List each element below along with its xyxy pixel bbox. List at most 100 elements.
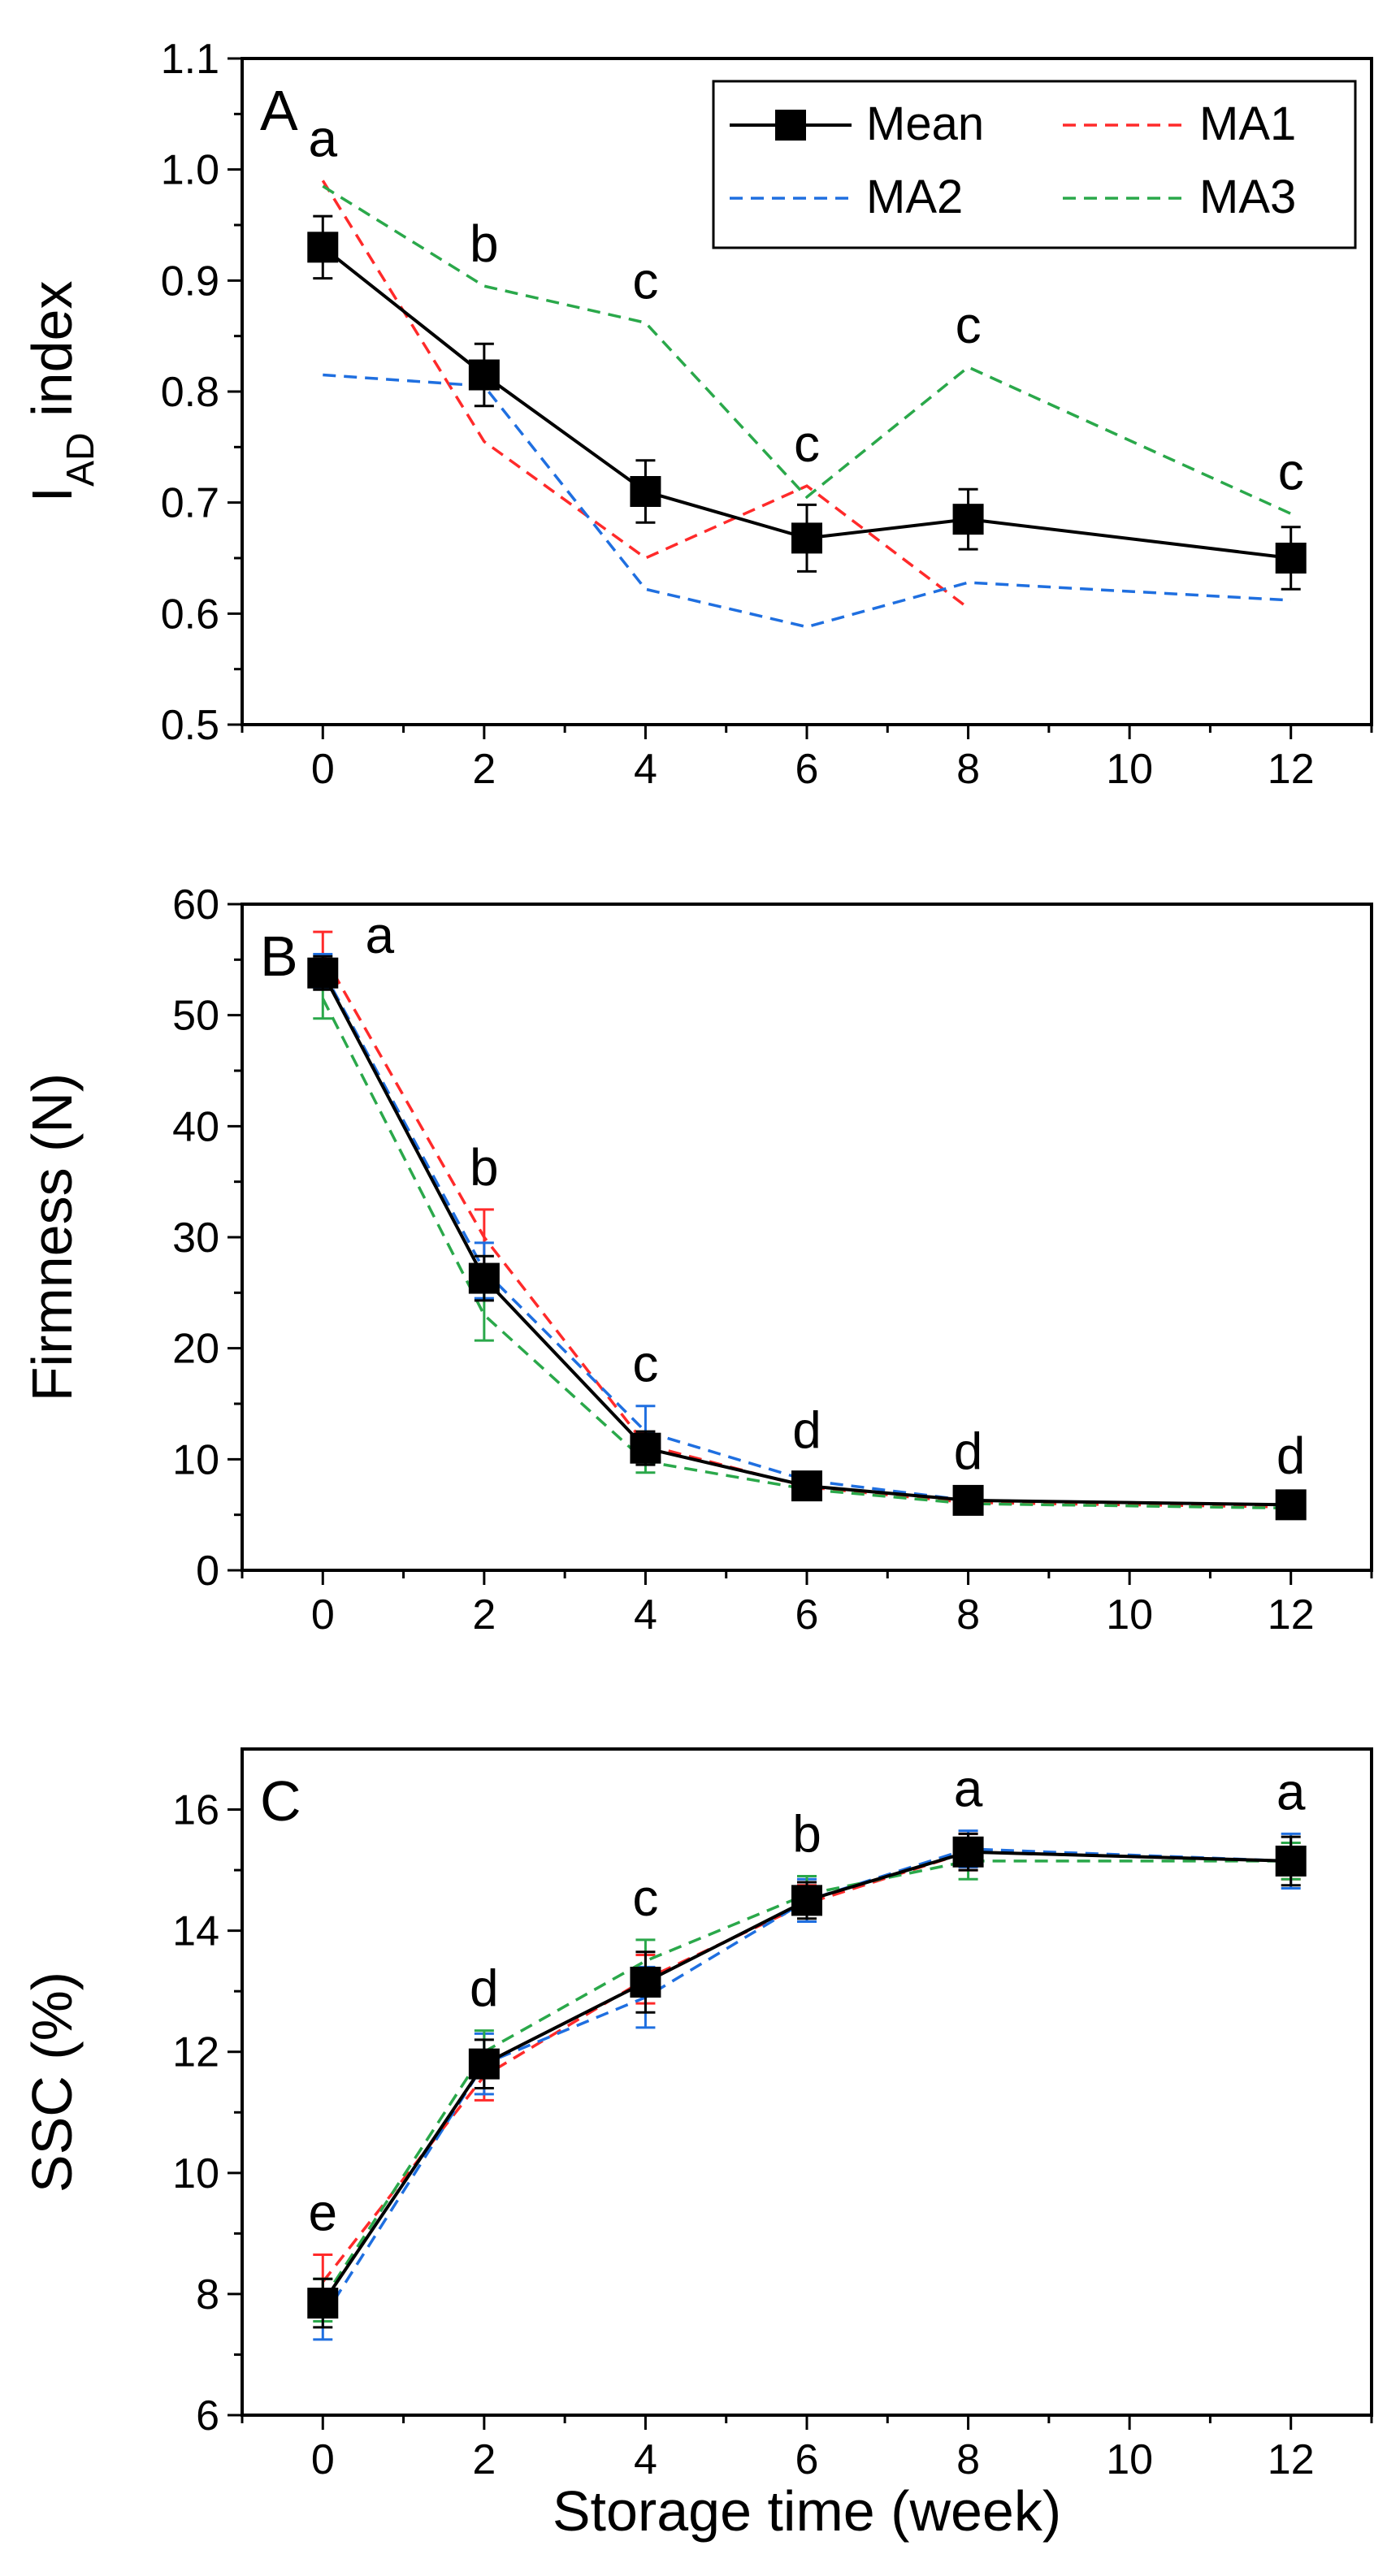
mean-marker: [952, 1484, 984, 1516]
panel-letter: C: [260, 1769, 301, 1833]
series-line-mean: [321, 972, 1291, 1507]
x-tick-label: 12: [1268, 2436, 1315, 2483]
y-tick-label: 60: [172, 881, 219, 929]
y-tick-label: 1.1: [161, 36, 219, 83]
significance-letter: c: [632, 251, 658, 310]
legend-label-ma2: MA2: [866, 171, 963, 223]
panel-b: 0 2 4 6 8 10 12 0 10 20 30 40 50 60 Firmness (N) B a b c d d…: [20, 881, 1373, 1639]
y-tick-label: 1.0: [161, 147, 219, 194]
mean-marker: [307, 2288, 339, 2319]
mean-marker: [630, 476, 661, 507]
significance-letter: a: [365, 906, 394, 964]
mean-marker: [791, 1885, 822, 1916]
legend-label-ma3: MA3: [1199, 171, 1296, 223]
series-line-ma1: [321, 180, 969, 609]
significance-letter: c: [632, 1868, 658, 1927]
x-tick-label: 4: [634, 1591, 657, 1639]
x-tick-label: 0: [311, 1591, 335, 1639]
panel-letter: B: [260, 924, 298, 988]
y-tick-label: 14: [172, 1908, 219, 1955]
mean-marker: [1275, 1489, 1307, 1521]
x-tick-label: 4: [634, 2436, 657, 2483]
y-axis-label-main: I: [20, 487, 84, 502]
significance-letter: d: [954, 1422, 983, 1481]
significance-letter: b: [470, 1138, 499, 1197]
y-axis-label: Firmness (N): [20, 1073, 84, 1401]
x-tick-label: 10: [1106, 2436, 1153, 2483]
y-tick-label: 0.6: [161, 591, 219, 638]
x-tick-label: 6: [795, 746, 819, 793]
y-tick-label: 0: [196, 1548, 219, 1595]
y-tick-label: 12: [172, 2029, 219, 2076]
mean-marker: [630, 1432, 661, 1464]
significance-letter: a: [954, 1760, 983, 1818]
x-tick-label: 8: [956, 2436, 980, 2483]
y-axis-label: SSC (%): [20, 1972, 84, 2193]
x-tick-label: 2: [472, 746, 496, 793]
significance-letter: c: [956, 296, 982, 354]
y-tick-label: 50: [172, 993, 219, 1040]
x-tick-label: 6: [795, 1591, 819, 1639]
mean-marker: [468, 1262, 500, 1294]
mean-marker: [952, 504, 984, 535]
y-tick-label: 0.7: [161, 480, 219, 527]
mean-marker: [468, 2048, 500, 2080]
significance-letter: c: [1278, 442, 1304, 500]
mean-marker: [307, 232, 339, 263]
y-tick-label: 0.8: [161, 369, 219, 416]
x-tick-label: 8: [956, 1591, 980, 1639]
y-tick-label: 16: [172, 1787, 219, 1834]
y-axis-label: IAD index: [20, 281, 102, 503]
x-axis-label: Storage time (week): [553, 2479, 1061, 2543]
mean-marker: [791, 522, 822, 554]
y-tick-label: 8: [196, 2271, 219, 2318]
significance-letter: a: [1276, 1762, 1306, 1821]
x-tick-label: 10: [1106, 746, 1153, 793]
y-tick-label: 0.9: [161, 258, 219, 305]
panel-letter: A: [260, 79, 298, 142]
panel-c: 0 2 4 6 8 10 12 6 8 10 12 14 16 SSC (%) Ce d c b a a: [20, 1747, 1373, 2483]
series-line-mean: [322, 245, 1291, 560]
significance-letter: d: [792, 1401, 821, 1460]
legend-box: [712, 80, 1357, 249]
y-tick-label: 10: [172, 1436, 219, 1483]
x-tick-label: 6: [795, 2436, 819, 2483]
y-tick-label: 30: [172, 1214, 219, 1262]
significance-letter: c: [632, 1335, 658, 1393]
mean-marker: [307, 957, 339, 989]
mean-marker: [1275, 1845, 1307, 1877]
significance-letter: d: [1276, 1427, 1306, 1485]
mean-marker: [952, 1836, 984, 1868]
y-tick-label: 6: [196, 2392, 219, 2440]
x-tick-label: 8: [956, 746, 980, 793]
significance-letter: b: [792, 1805, 821, 1864]
significance-letter: a: [308, 109, 337, 167]
mean-marker: [630, 1967, 661, 1998]
x-tick-label: 4: [634, 746, 657, 793]
series-line-ma3: [321, 998, 1291, 1510]
legend-marker-mean: [775, 110, 806, 141]
series-line-ma3: [321, 1859, 1291, 2301]
x-tick-label: 10: [1106, 1591, 1153, 1639]
x-tick-label: 0: [311, 2436, 335, 2483]
significance-letter: b: [470, 214, 499, 273]
significance-letter: e: [308, 2183, 337, 2241]
series-line-mean: [321, 1850, 1291, 2305]
x-tick-label: 2: [472, 2436, 496, 2483]
legend: Mean MA1 MA2 MA3: [712, 80, 1357, 249]
x-tick-label: 0: [311, 746, 335, 793]
y-tick-label: 10: [172, 2150, 219, 2197]
significance-letter: d: [470, 1959, 499, 2018]
x-tick-label: 12: [1268, 1591, 1315, 1639]
x-tick-label: 2: [472, 1591, 496, 1639]
y-axis-label-rest: index: [20, 281, 84, 433]
x-tick-label: 12: [1268, 746, 1315, 793]
y-tick-label: 20: [172, 1326, 219, 1373]
series-line-ma3: [322, 184, 1292, 515]
legend-label-mean: Mean: [866, 97, 984, 150]
mean-marker: [791, 1470, 822, 1502]
y-tick-label: 40: [172, 1103, 219, 1150]
